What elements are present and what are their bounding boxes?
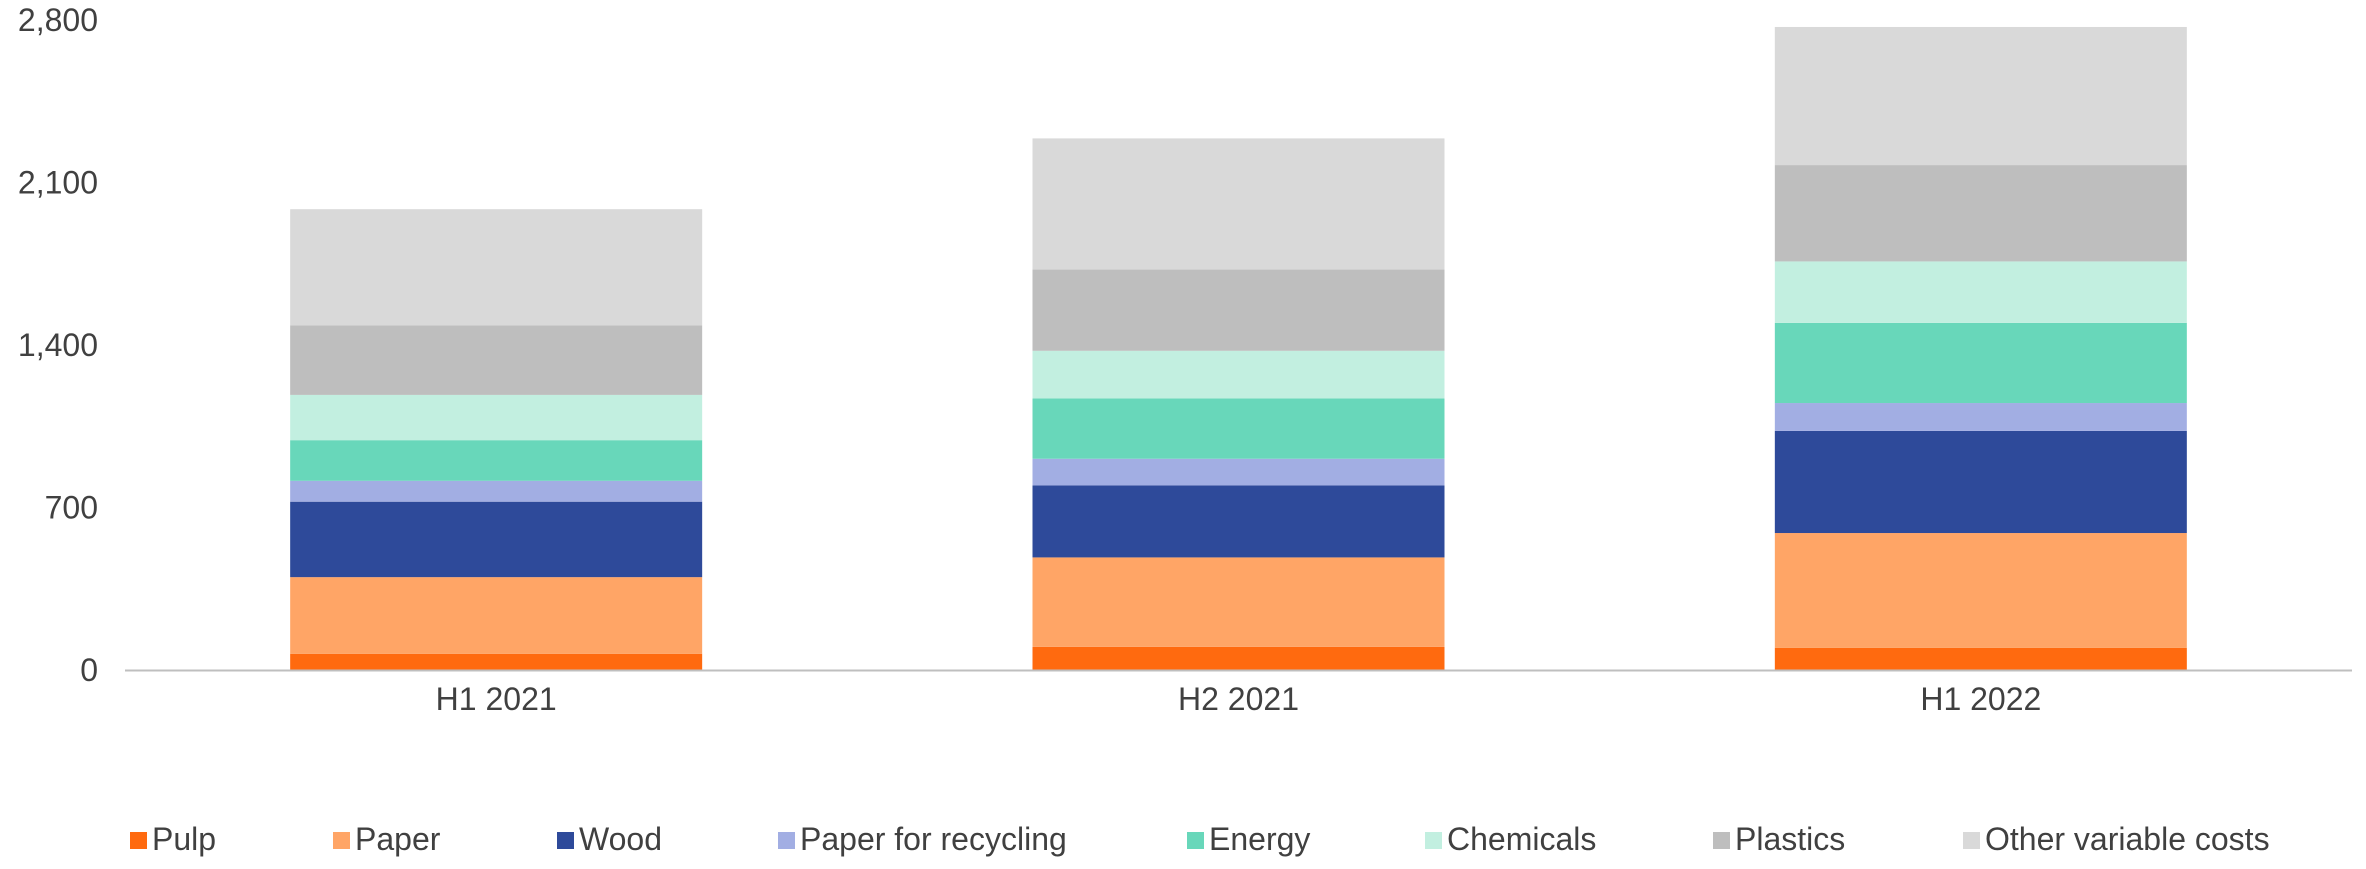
legend-item: Chemicals xyxy=(1425,821,1596,857)
legend-label: Pulp xyxy=(152,821,216,857)
bar-segment xyxy=(1032,458,1445,486)
bar-segment xyxy=(1774,533,2187,648)
bar-segment xyxy=(1774,261,2187,323)
bar-segment xyxy=(1032,646,1445,670)
legend-swatch xyxy=(130,832,147,849)
bar-segment xyxy=(290,209,703,326)
bar-segment xyxy=(1032,138,1445,270)
bar-segment xyxy=(1032,557,1445,647)
bar-segment xyxy=(1774,403,2187,431)
y-tick-label: 700 xyxy=(45,490,98,526)
legend-swatch xyxy=(557,832,574,849)
legend-item: Paper xyxy=(333,821,441,857)
legend-swatch xyxy=(1713,832,1730,849)
y-tick-label: 0 xyxy=(80,652,98,688)
bar-segment xyxy=(290,440,703,481)
bar-segment xyxy=(1774,322,2187,404)
legend-item: Other variable costs xyxy=(1963,821,2270,857)
bar-segment xyxy=(1774,165,2187,262)
bar-segment xyxy=(1032,350,1445,399)
bar-segment xyxy=(290,501,703,578)
legend: Pulp Paper Wood Paper for recycling Energy Ch… xyxy=(130,821,2270,857)
bar-segment xyxy=(1774,26,2187,166)
legend-label: Wood xyxy=(579,821,662,857)
legend-swatch xyxy=(333,832,350,849)
y-tick-label: 1,400 xyxy=(18,327,98,363)
x-tick-label: H2 2021 xyxy=(1178,681,1299,717)
x-tick-label: H1 2022 xyxy=(1920,681,2041,717)
legend-swatch xyxy=(1963,832,1980,849)
bar-stack xyxy=(1032,138,1445,670)
legend-label: Chemicals xyxy=(1447,821,1596,857)
x-tick-label: H1 2021 xyxy=(436,681,557,717)
y-axis-tick-labels: 0 700 1,400 2,100 2,800 xyxy=(18,2,98,688)
legend-swatch xyxy=(1425,832,1442,849)
x-axis-tick-labels: H1 2021 H2 2021 H1 2022 xyxy=(436,681,2042,717)
legend-swatch xyxy=(778,832,795,849)
legend-item: Wood xyxy=(557,821,662,857)
legend-label: Plastics xyxy=(1735,821,1845,857)
bar-segment xyxy=(290,394,703,441)
bar-stacks xyxy=(290,26,2187,670)
legend-item: Plastics xyxy=(1713,821,1845,857)
y-tick-label: 2,800 xyxy=(18,2,98,38)
bar-stack xyxy=(1774,26,2187,670)
legend-label: Energy xyxy=(1209,821,1310,857)
legend-swatch xyxy=(1187,832,1204,849)
bar-segment xyxy=(290,653,703,670)
legend-label: Paper xyxy=(355,821,441,857)
bar-segment xyxy=(1032,485,1445,558)
bar-segment xyxy=(290,480,703,502)
legend-item: Paper for recycling xyxy=(778,821,1067,857)
bar-segment xyxy=(1774,430,2187,534)
legend-item: Pulp xyxy=(130,821,216,857)
legend-label: Other variable costs xyxy=(1985,821,2270,857)
bar-stack xyxy=(290,209,703,670)
y-tick-label: 2,100 xyxy=(18,165,98,201)
bar-segment xyxy=(290,577,703,654)
legend-label: Paper for recycling xyxy=(800,821,1067,857)
bar-segment xyxy=(1032,398,1445,459)
bar-segment xyxy=(1774,647,2187,670)
bar-segment xyxy=(1032,269,1445,351)
legend-item: Energy xyxy=(1187,821,1310,857)
bar-segment xyxy=(290,325,703,395)
